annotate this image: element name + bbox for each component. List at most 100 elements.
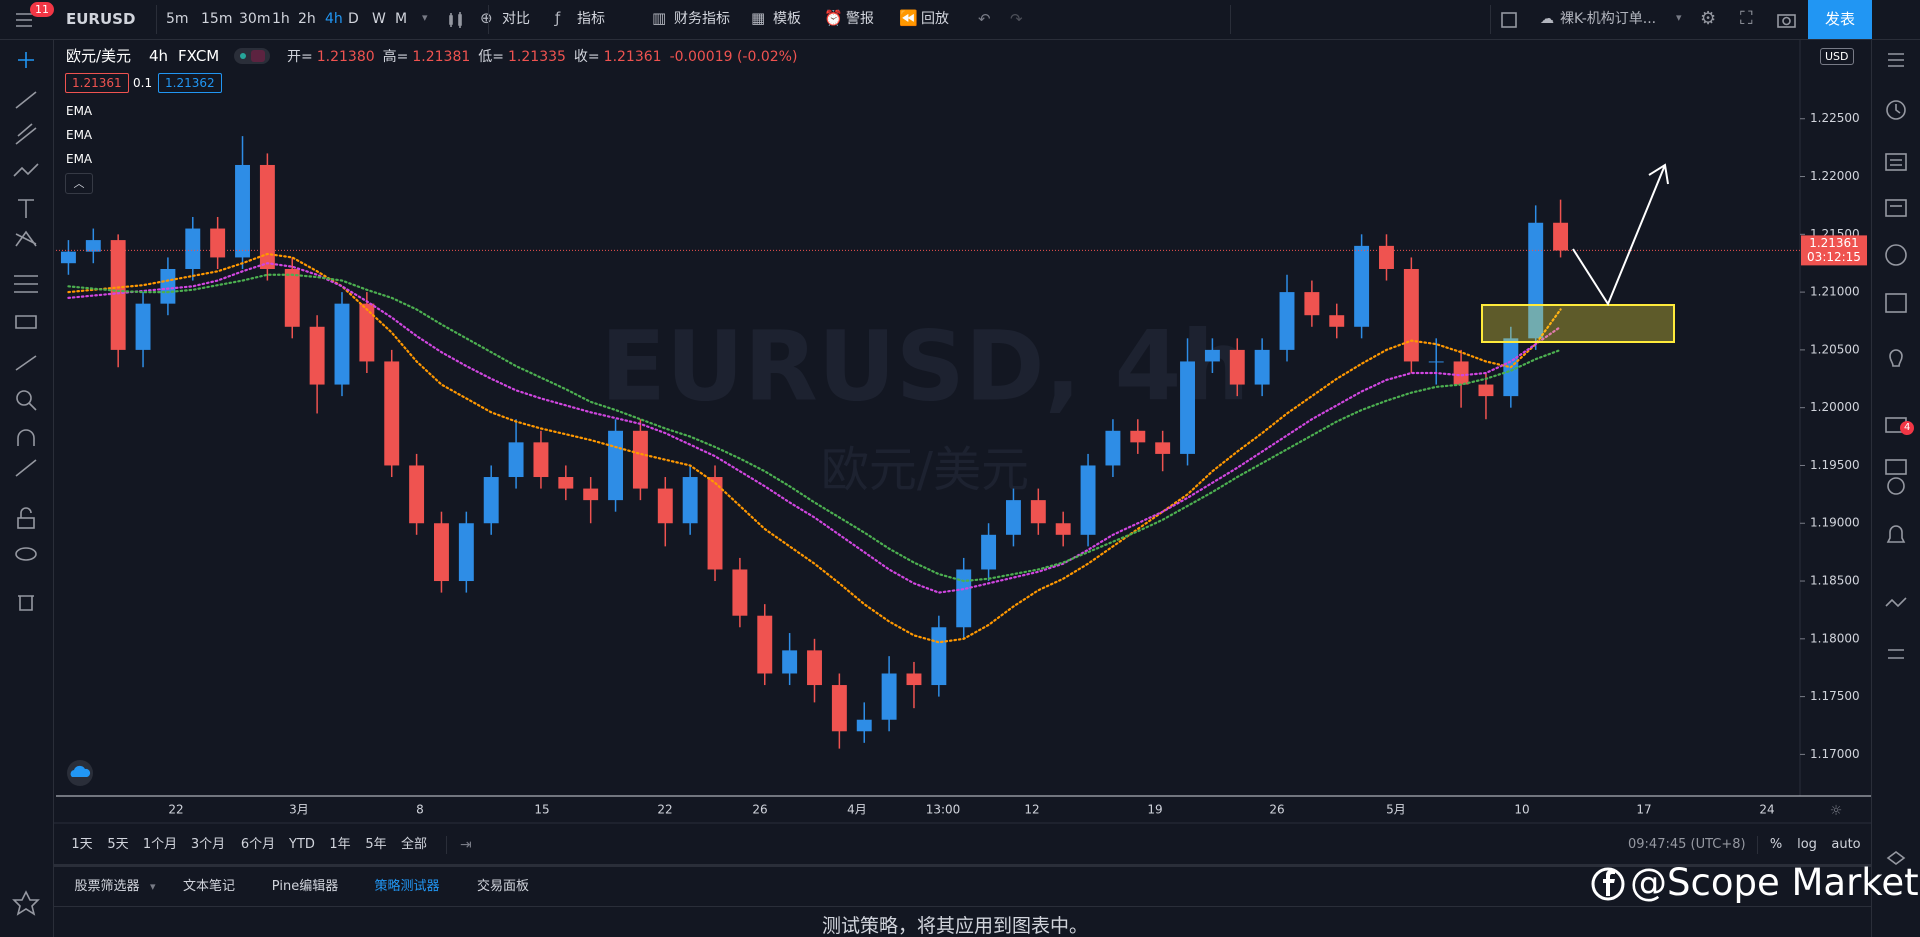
candle-body xyxy=(906,673,922,686)
range-button[interactable]: 5年 xyxy=(365,837,387,852)
fullscreen-icon[interactable]: ⛶ xyxy=(1740,8,1753,29)
panel-tab[interactable]: 文本笔记 xyxy=(182,879,236,894)
ohlc-label: 高= xyxy=(382,49,409,65)
candle-body xyxy=(707,477,723,570)
range-button[interactable]: 3个月 xyxy=(190,837,226,852)
toolbar-icon[interactable]: ▦ xyxy=(751,9,766,27)
candle-body xyxy=(210,228,226,258)
layout-icon[interactable] xyxy=(1500,11,1518,29)
toolbar-icon[interactable]: ⏪ xyxy=(899,9,918,27)
interval-dropdown[interactable]: ▾ xyxy=(422,11,428,24)
candle-body xyxy=(608,430,624,501)
candle-body xyxy=(309,326,325,385)
interval-button[interactable]: 4h xyxy=(325,11,343,27)
toolbar-icon[interactable]: ▥ xyxy=(652,9,667,27)
toolbar-icon[interactable]: ⊕ xyxy=(480,9,493,27)
layout-name[interactable]: 裸K-机构订单... xyxy=(1560,11,1657,27)
tab-dropdown[interactable]: ▾ xyxy=(150,880,156,893)
toolbar-button[interactable]: 回放 xyxy=(921,11,949,27)
x-tick-label: 4月 xyxy=(847,803,867,817)
panel-tab[interactable]: 策略测试器 xyxy=(374,879,440,894)
publish-button[interactable]: 发表 xyxy=(1808,0,1872,39)
candle-body xyxy=(1478,384,1494,397)
divider xyxy=(488,5,489,34)
indicator-label[interactable]: EMA xyxy=(66,152,93,166)
scale-toggle[interactable]: % xyxy=(1769,837,1783,852)
range-button[interactable]: 全部 xyxy=(400,837,428,852)
candle-body xyxy=(956,569,972,628)
panel-tab[interactable]: Pine编辑器 xyxy=(271,879,339,894)
toolbar-button[interactable]: 对比 xyxy=(502,11,530,27)
panel-tab[interactable]: 股票筛选器 xyxy=(74,879,140,894)
x-tick-label: 13:00 xyxy=(926,803,961,817)
countdown-label: 03:12:15 xyxy=(1807,250,1861,264)
market-status-toggle[interactable] xyxy=(234,48,270,64)
collapse-indicators[interactable]: ︿ xyxy=(65,173,93,194)
candle-body xyxy=(1105,430,1121,466)
interval-button[interactable]: 15m xyxy=(201,11,233,27)
candle-body xyxy=(434,523,449,582)
ema-line xyxy=(67,273,1562,583)
y-tick-label: 1.18500 xyxy=(1810,574,1860,588)
candle-body xyxy=(85,240,101,252)
symbol-watermark-sub: 欧元/美元 xyxy=(821,442,1029,498)
layout-dropdown[interactable]: ▾ xyxy=(1676,11,1682,24)
range-button[interactable]: 1个月 xyxy=(142,837,178,852)
symbol-search[interactable]: EURUSD xyxy=(66,10,136,28)
interval-button[interactable]: 2h xyxy=(298,11,316,27)
change: -0.00019 (-0.02%) xyxy=(669,49,798,65)
candle-body xyxy=(235,164,250,258)
candle-body xyxy=(732,569,748,616)
interval-button[interactable]: M xyxy=(395,11,408,27)
legend-interval: 4h xyxy=(149,47,169,65)
range-button[interactable]: YTD xyxy=(289,837,315,852)
interval-button[interactable]: D xyxy=(348,11,359,27)
indicator-label[interactable]: EMA xyxy=(66,104,93,118)
menu-icon[interactable] xyxy=(14,10,38,30)
candle-body xyxy=(1304,292,1320,316)
candle-body xyxy=(1329,315,1345,327)
interval-button[interactable]: 1h xyxy=(272,11,290,27)
range-button[interactable]: 1年 xyxy=(329,837,351,852)
chart-type-icon[interactable] xyxy=(446,10,466,30)
divider xyxy=(1490,5,1491,34)
interval-button[interactable]: 30m xyxy=(239,11,271,27)
bid-price[interactable]: 1.21361 xyxy=(65,73,129,93)
range-button[interactable]: 1天 xyxy=(71,837,93,852)
toolbar-button[interactable]: 财务指标 xyxy=(674,11,730,27)
toolbar-button[interactable]: 指标 xyxy=(577,11,605,27)
indicator-label[interactable]: EMA xyxy=(66,128,93,142)
goto-date-icon[interactable]: ⇥ xyxy=(460,837,472,853)
x-tick-label: 26 xyxy=(752,803,767,817)
drawing-tools xyxy=(12,52,40,916)
undo-icon[interactable]: ↶ xyxy=(978,10,991,28)
clock: 09:47:45 (UTC+8) xyxy=(1628,837,1746,852)
candle-body xyxy=(1155,442,1171,454)
candle-body xyxy=(1254,349,1270,385)
x-tick-label: 8 xyxy=(416,803,424,817)
ask-price[interactable]: 1.21362 xyxy=(158,73,222,93)
interval-button[interactable]: 5m xyxy=(166,11,189,27)
range-button[interactable]: 6个月 xyxy=(240,837,276,852)
interval-button[interactable]: W xyxy=(372,11,386,27)
candle-body xyxy=(657,488,673,524)
candle-body xyxy=(1279,292,1295,350)
candle-body xyxy=(881,673,897,720)
spread: 0.1 xyxy=(133,76,153,90)
scale-toggle[interactable]: auto xyxy=(1831,837,1861,852)
toolbar-button[interactable]: 模板 xyxy=(773,11,801,27)
candle-body xyxy=(110,240,126,350)
currency-label[interactable]: USD xyxy=(1820,48,1854,65)
cloud-icon[interactable]: ☁ xyxy=(1540,11,1554,27)
redo-icon[interactable]: ↷ xyxy=(1010,10,1023,28)
candle-body xyxy=(1204,349,1220,362)
scale-toggle[interactable]: log xyxy=(1797,837,1817,852)
settings-icon[interactable]: ⚙ xyxy=(1700,8,1717,29)
toolbar-icon[interactable]: ƒ xyxy=(555,9,561,27)
toolbar-button[interactable]: 警报 xyxy=(846,11,874,27)
snapshot-icon[interactable] xyxy=(1776,10,1798,30)
panel-tab[interactable]: 交易面板 xyxy=(476,879,530,894)
range-button[interactable]: 5天 xyxy=(107,837,129,852)
toolbar-icon[interactable]: ⏰ xyxy=(824,9,843,27)
candle-body xyxy=(1379,245,1394,269)
